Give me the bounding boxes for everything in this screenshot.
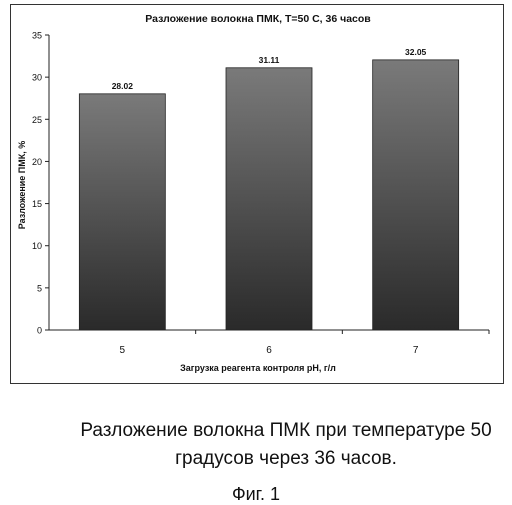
y-tick-label: 20 bbox=[32, 157, 42, 167]
figure-number-label: Фиг. 1 bbox=[0, 484, 512, 505]
y-axis-label: Разложение ПМК, % bbox=[17, 141, 27, 230]
y-tick-label: 0 bbox=[37, 326, 42, 336]
y-tick-label: 15 bbox=[32, 199, 42, 209]
bar bbox=[226, 68, 312, 330]
bar bbox=[79, 94, 165, 330]
bar-data-label: 32.05 bbox=[405, 47, 427, 57]
y-tick-label: 35 bbox=[32, 31, 42, 41]
figure-caption-line1: Разложение волокна ПМК при температуре 5… bbox=[60, 420, 512, 442]
bar-chart: Разложение волокна ПМК, Т=50 С, 36 часов… bbox=[11, 5, 505, 385]
y-tick-label: 25 bbox=[32, 115, 42, 125]
x-tick-label: 5 bbox=[120, 345, 126, 356]
bar-data-label: 28.02 bbox=[112, 81, 134, 91]
y-tick-label: 30 bbox=[32, 73, 42, 83]
bar bbox=[373, 60, 459, 330]
y-tick-label: 10 bbox=[32, 241, 42, 251]
y-tick-label: 5 bbox=[37, 283, 42, 293]
x-tick-label: 7 bbox=[413, 345, 419, 356]
bar-data-label: 31.11 bbox=[259, 55, 280, 65]
chart-frame: Разложение волокна ПМК, Т=50 С, 36 часов… bbox=[10, 4, 504, 384]
x-tick-label: 6 bbox=[266, 345, 272, 356]
plot-area: 0 5 10 15 20 25 30 35 28.02 5 31.11 6 32.05 7 bbox=[32, 31, 489, 357]
figure-caption-line2: градусов через 36 часов. bbox=[60, 448, 512, 470]
chart-title: Разложение волокна ПМК, Т=50 С, 36 часов bbox=[145, 13, 371, 25]
x-axis-label: Загрузка реагента контроля pH, г/л bbox=[180, 363, 336, 373]
